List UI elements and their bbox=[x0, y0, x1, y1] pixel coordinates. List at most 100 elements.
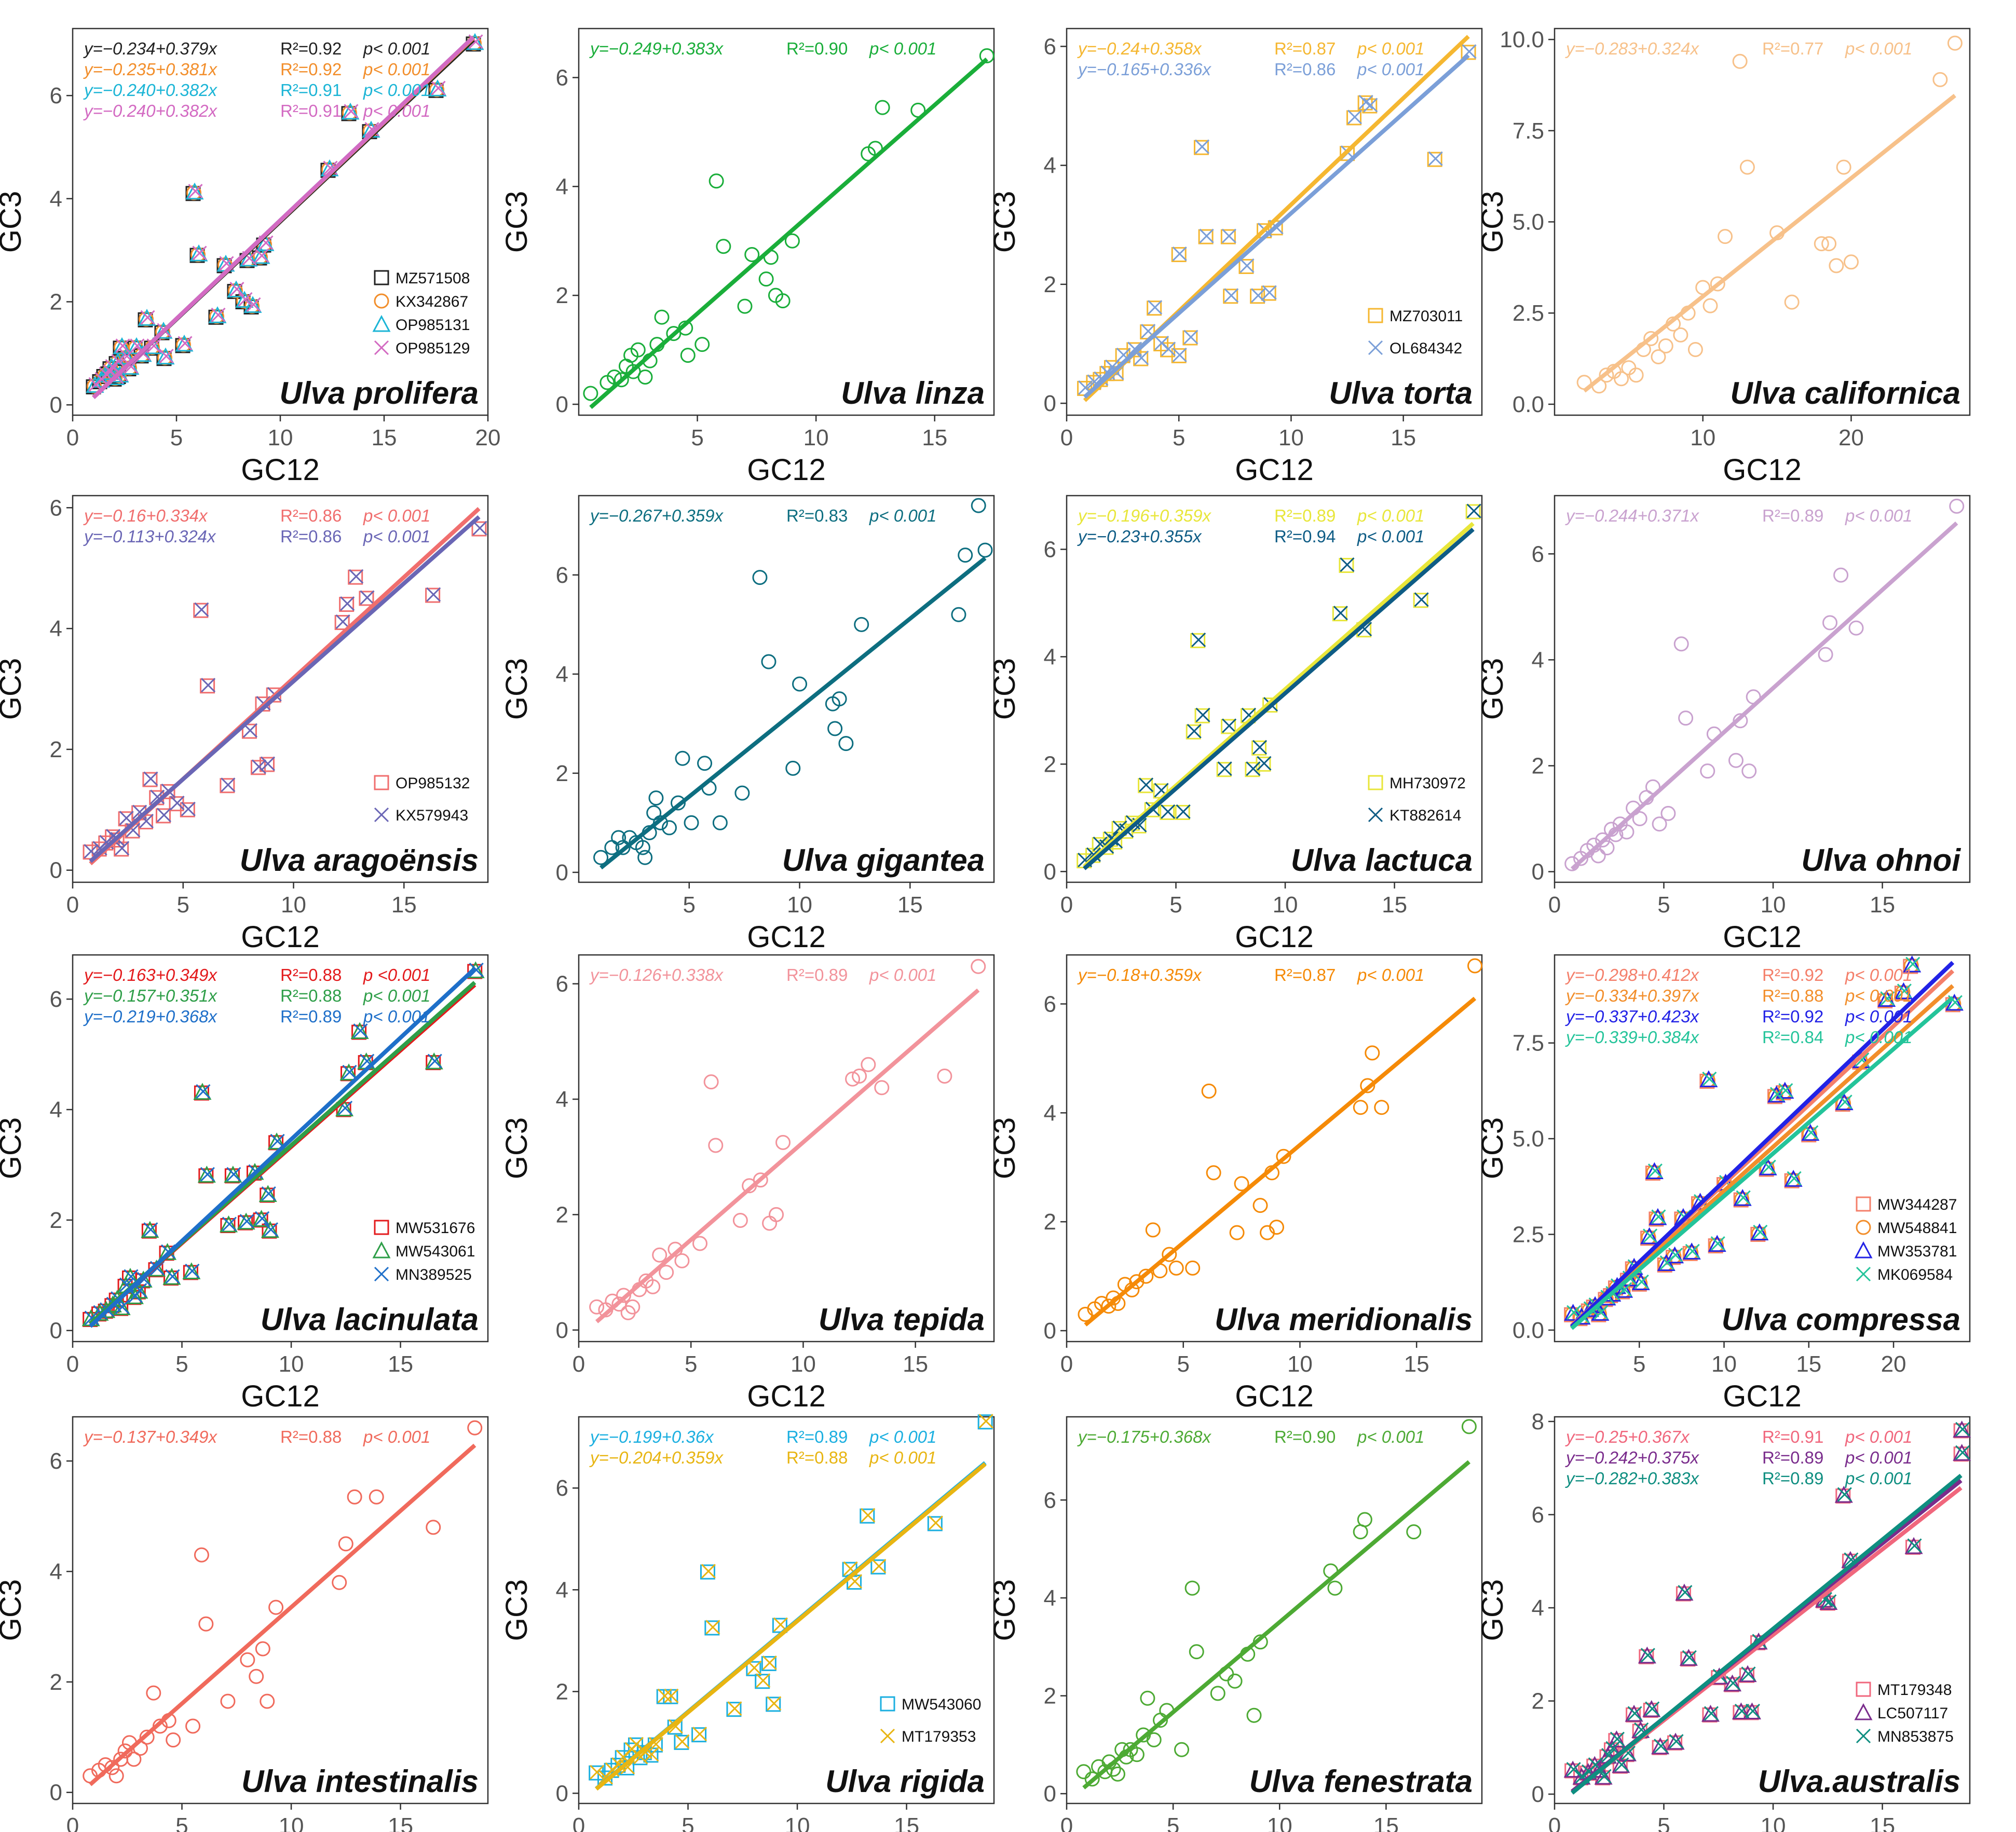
data-point bbox=[219, 1215, 238, 1233]
x-tick-label: 0 bbox=[573, 1813, 585, 1832]
data-point bbox=[1221, 719, 1236, 734]
x-tick-label: 5 bbox=[1177, 1351, 1189, 1377]
data-point bbox=[1347, 110, 1363, 125]
data-point bbox=[708, 1138, 724, 1153]
data-point bbox=[1566, 1762, 1581, 1777]
legend-marker bbox=[1854, 1241, 1873, 1259]
x-tick-label: 5 bbox=[1167, 1813, 1179, 1832]
data-point bbox=[1101, 1298, 1116, 1314]
data-point bbox=[348, 569, 363, 585]
p-value-label: p< 0.001 bbox=[1845, 1469, 1912, 1488]
y-tick-label: 8 bbox=[1532, 1409, 1544, 1434]
data-point bbox=[166, 1732, 181, 1748]
data-point bbox=[1702, 298, 1718, 313]
data-point bbox=[1658, 338, 1673, 353]
y-tick-label: 2 bbox=[556, 1202, 568, 1227]
data-point bbox=[854, 617, 869, 632]
data-point bbox=[221, 777, 236, 792]
data-point bbox=[1564, 1304, 1583, 1321]
data-point bbox=[1769, 1087, 1785, 1102]
data-point bbox=[1276, 1149, 1291, 1164]
legend-marker bbox=[374, 270, 389, 285]
data-point bbox=[1673, 636, 1689, 652]
y-tick-label: 7.5 bbox=[1513, 1031, 1544, 1056]
x-tick-label: 5 bbox=[685, 1351, 697, 1377]
data-point bbox=[1138, 1268, 1154, 1284]
data-point bbox=[648, 790, 664, 806]
data-point bbox=[1708, 1235, 1726, 1252]
y-tick-label: 6 bbox=[1044, 991, 1056, 1017]
data-point bbox=[180, 802, 195, 817]
data-point bbox=[958, 548, 973, 563]
species-label: Ulva linza bbox=[841, 376, 985, 411]
data-point bbox=[254, 248, 269, 263]
regression-equation: y=−0.234+0.379x bbox=[83, 39, 217, 58]
regression-equation: y=−0.25+0.367x bbox=[1565, 1427, 1690, 1446]
data-point bbox=[1339, 558, 1354, 573]
data-point bbox=[178, 336, 193, 351]
plot-frame bbox=[1554, 1416, 1971, 1804]
y-tick-label: 4 bbox=[50, 186, 62, 212]
y-axis-title: GC3 bbox=[988, 1579, 1021, 1641]
regression-equation: y=−0.175+0.368x bbox=[1077, 1427, 1211, 1446]
data-point bbox=[1804, 1125, 1819, 1140]
x-axis-title: GC12 bbox=[1723, 920, 1802, 954]
data-point bbox=[211, 307, 226, 322]
data-point bbox=[951, 607, 966, 622]
data-point bbox=[146, 1685, 161, 1701]
data-point bbox=[709, 173, 724, 189]
data-point bbox=[1603, 1740, 1622, 1757]
chart-panel-p3: 0 5 10 15 0 2 4 6 GC12 GC3 y=−0.24+0.358x R²=0.87 p<… bbox=[988, 28, 1483, 487]
data-point bbox=[146, 338, 161, 353]
species-label: Ulva lacinulata bbox=[261, 1302, 479, 1337]
data-point bbox=[977, 542, 993, 558]
data-point bbox=[1185, 1260, 1201, 1276]
y-tick-label: 4 bbox=[1532, 1595, 1544, 1621]
x-tick-label: 15 bbox=[1382, 892, 1407, 918]
data-point bbox=[1728, 753, 1743, 768]
regression-line bbox=[600, 556, 987, 870]
data-point bbox=[200, 1167, 215, 1182]
data-point bbox=[241, 723, 257, 739]
data-point bbox=[752, 570, 768, 585]
species-label: Ulva.australis bbox=[1758, 1764, 1960, 1799]
data-point bbox=[657, 1688, 672, 1703]
data-point bbox=[1467, 958, 1483, 974]
data-point bbox=[928, 1515, 943, 1530]
data-point bbox=[1669, 1734, 1684, 1749]
y-tick-label: 2 bbox=[1044, 1684, 1056, 1709]
data-point bbox=[652, 1247, 668, 1263]
y-tick-label: 0 bbox=[50, 1780, 62, 1806]
x-axis-title: GC12 bbox=[241, 453, 320, 487]
legend-marker bbox=[1856, 1220, 1871, 1235]
x-tick-label: 5 bbox=[1657, 1813, 1670, 1832]
r-squared-label: R²=0.90 bbox=[1274, 1427, 1336, 1446]
legend-label: MH730972 bbox=[1390, 775, 1466, 792]
data-point bbox=[1932, 72, 1948, 87]
regression-equation: y=−0.196+0.359x bbox=[1077, 506, 1211, 525]
regression-equation: y=−0.267+0.359x bbox=[589, 506, 724, 525]
p-value-label: p< 0.001 bbox=[363, 39, 430, 58]
regression-line bbox=[89, 1443, 476, 1786]
chart-panel-p10: 0 5 10 15 0 2 4 6 GC12 GC3 y=−0.126+0.338x R²=0.89 p… bbox=[500, 954, 995, 1413]
data-point bbox=[1679, 1649, 1698, 1666]
data-point bbox=[755, 1674, 770, 1689]
data-point bbox=[185, 1718, 201, 1734]
data-point bbox=[734, 785, 750, 801]
species-label: Ulva torta bbox=[1329, 376, 1473, 411]
data-point bbox=[1643, 331, 1659, 346]
data-point bbox=[785, 760, 801, 776]
legend-marker bbox=[374, 340, 389, 356]
x-tick-label: 10 bbox=[268, 425, 293, 450]
data-point bbox=[1710, 276, 1725, 292]
x-tick-label: 10 bbox=[785, 1813, 810, 1832]
regression-line bbox=[1583, 93, 1956, 393]
data-point bbox=[1175, 804, 1190, 820]
data-point bbox=[860, 1508, 875, 1524]
data-point bbox=[761, 1656, 777, 1671]
regression-equation: y=−0.157+0.351x bbox=[83, 986, 217, 1005]
data-point bbox=[845, 1071, 861, 1087]
data-point bbox=[1262, 698, 1278, 713]
data-point bbox=[1193, 140, 1209, 155]
y-axis-title: GC3 bbox=[500, 658, 534, 720]
